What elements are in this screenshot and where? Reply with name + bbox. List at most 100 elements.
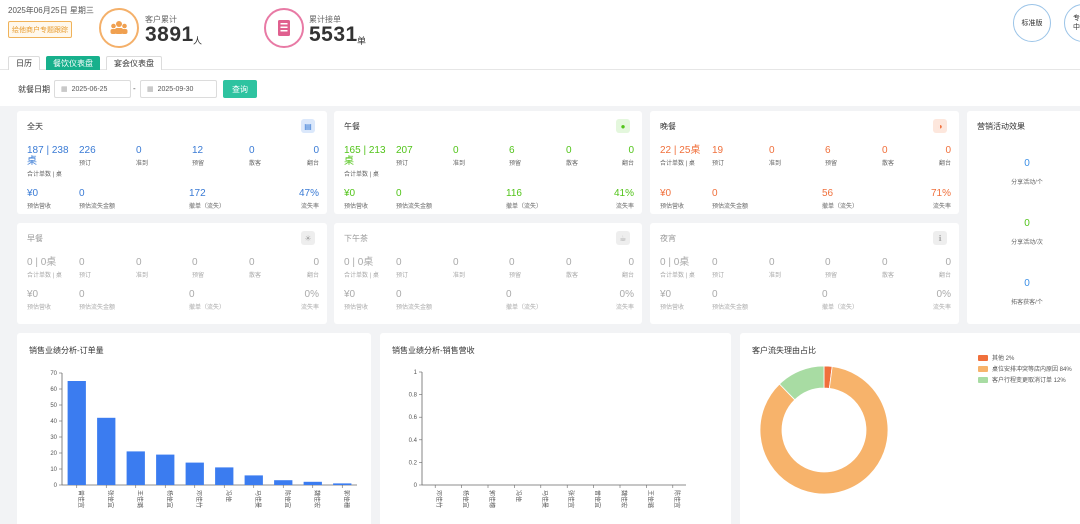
meal-stat-value: 0 [769,257,775,268]
legend-item[interactable]: 其他 2% [978,353,1014,362]
meal-stat-value: 187 | 238 [27,145,69,156]
meal-stat-label: 翻台 [621,273,634,279]
meal-stat-value: 0 [396,257,402,268]
marketing-card: 营销活动效果 0 分享活动/个 0 分享活动/次 0 拓客获客/个 [967,111,1080,324]
standard-edition-button[interactable]: 标准版 [1013,4,1051,42]
meal-stat: 6 预留 [825,145,837,167]
meal-stat-label: 流失率 [615,204,634,210]
x-tick-label: 张佳宜 [567,490,575,508]
meal-stat: 0 准到 [769,257,781,279]
legend-swatch [978,365,988,372]
sun-icon: ● [616,119,630,133]
meal-stat: 0 预留 [192,257,204,279]
meal-stat-value: 0 [313,257,319,268]
meal-stat: 0 撤单（流失） [506,289,542,311]
start-date-input[interactable]: ▦ 2025-06-25 [54,80,131,98]
dashboard-tabs: 日历 餐饮仪表盘 宴会仪表盘 [0,56,1080,70]
meal-stat: 56 撤单（流失） [822,188,858,210]
y-tick-label: 0.2 [409,460,418,466]
meal-stat-value: 0 [882,145,888,156]
end-date-input[interactable]: ▦ 2025-09-30 [140,80,217,98]
meal-stat-value: 0 [945,257,951,268]
meal-stat-label: 准到 [769,161,782,167]
meal-stat: 0 撤单（流失） [822,289,858,311]
meal-stat: ¥0 预估营收 [27,289,51,311]
meal-title: 晚餐 [660,122,676,131]
meal-card-total-day: 全天 ▤ 187 | 238 桌合计单数 | 桌 226 预订 0 准到 12 预留 0 散客 0 翻台 ¥… [17,111,327,214]
meal-stat-value: 165 | 213 [344,145,386,156]
legend-item[interactable]: 桌位安排冲突等店内原因 84% [978,364,1072,373]
bar [215,467,234,485]
meal-stat-label: 预估营收 [660,305,685,311]
meal-stat-label: 预估营收 [344,204,369,210]
meal-stat-value: 0 [453,257,459,268]
legend-swatch [978,376,988,383]
meal-stat-value: 47% [298,188,319,199]
start-date-value: 2025-06-25 [71,85,108,93]
marketing-acquisition: 0 拓客获客/个 [967,278,1080,306]
meal-stat: 0 准到 [769,145,781,167]
y-tick-label: 20 [50,451,57,457]
meal-stat: 0 散客 [566,257,578,279]
meal-stat: 116 撤单（流失） [506,188,542,210]
legend-item[interactable]: 客户行程变更取消订单 12% [978,375,1066,384]
x-tick-label: 马佳曼 [541,490,549,508]
meal-stat-value: 0 | 0桌 [660,257,690,268]
meal-stat-label: 流失率 [300,204,319,210]
meal-stat: ¥0 预估营收 [27,188,51,210]
churn-reason-chart-card: 客户流失理由占比 其他 2% 桌位安排冲突等店内原因 84% 客户行程变更取消订单 … [740,333,1080,524]
y-tick-label: 50 [50,403,57,409]
meal-stat-value: ¥0 [27,188,39,199]
tab-banquet-dashboard[interactable]: 宴会仪表盘 [106,56,162,70]
pro-edition-button[interactable]: 专 中 [1064,4,1080,42]
meal-stat-label: 翻台 [621,161,634,167]
merchant-tracking-button[interactable]: 绘他商户专题跟踪 [8,21,72,38]
bar [244,475,263,485]
meal-stat-unit: 桌 [344,156,354,167]
meal-stat-value: 0 [192,257,198,268]
meal-card-lunch: 午餐 ● 165 | 213 桌合计单数 | 桌 207 预订 0 准到 6 预留 0 散客 0 翻台 ¥0… [334,111,642,214]
meal-stat-label: 预订 [396,273,409,279]
tab-dining-dashboard[interactable]: 餐饮仪表盘 [46,56,100,70]
x-tick-label: 陈佳宜 [283,490,291,508]
chart-title: 销售业绩分析-订单量 [29,346,104,355]
calendar-icon: ▦ [61,86,68,93]
meal-stat-label: 准到 [453,273,466,279]
legend-swatch [978,354,988,361]
meal-stat-value: 207 [396,145,413,156]
meal-stat-label: 撤单（流失） [189,204,226,210]
meal-stat: 0 撤单（流失） [189,289,225,311]
meal-stat: 0 预订 [396,257,408,279]
meal-stat-label: 散客 [249,161,262,167]
sales-revenue-chart: 0 0.2 0.4 0.6 0.8 1 邓佳竹 杨佳宜 郭佳穗 冯佳 马佳曼 张佳宜 曾佳宜 魏佳宏 王佳璐… [409,370,686,508]
x-tick-label: 陈佳宜 [673,490,681,508]
meal-stat-value: 0 [249,145,255,156]
meal-stat: 0 预留 [825,257,837,279]
meal-stat: 0 准到 [136,257,148,279]
customer-total-value: 3891 [145,23,194,46]
meal-stat-label: 预估营收 [660,204,685,210]
meal-stat-value: 0 [825,257,831,268]
meal-stat: 0 准到 [453,257,465,279]
meal-stat-value: 0 [509,257,515,268]
meal-stat-label: 合计单数 | 桌 [344,273,379,279]
x-tick-label: 魏佳宏 [620,490,628,508]
meal-title: 午餐 [344,122,360,131]
meal-stat-label: 预订 [79,161,92,167]
meal-stat-value: 0 [79,257,85,268]
x-tick-label: 邓佳竹 [195,490,203,508]
bar [67,381,86,485]
meal-stat: 0 翻台 [307,145,319,167]
meal-stat-label: 准到 [769,273,782,279]
meal-stat-value: 0 [566,257,572,268]
meal-stat-value: 19 [712,145,724,156]
chart-icon: ▤ [301,119,315,133]
query-button[interactable]: 查询 [223,80,257,98]
meal-stat: 0 预估流失金额 [396,289,432,311]
tab-calendar[interactable]: 日历 [8,56,40,70]
meal-stat-label: 翻台 [938,273,951,279]
meal-stat-label: 撤单（流失） [822,305,859,311]
tea-icon: ☕ [616,231,630,245]
meal-stat-label: 散客 [249,273,262,279]
x-tick-label: 杨佳宜 [165,490,173,508]
